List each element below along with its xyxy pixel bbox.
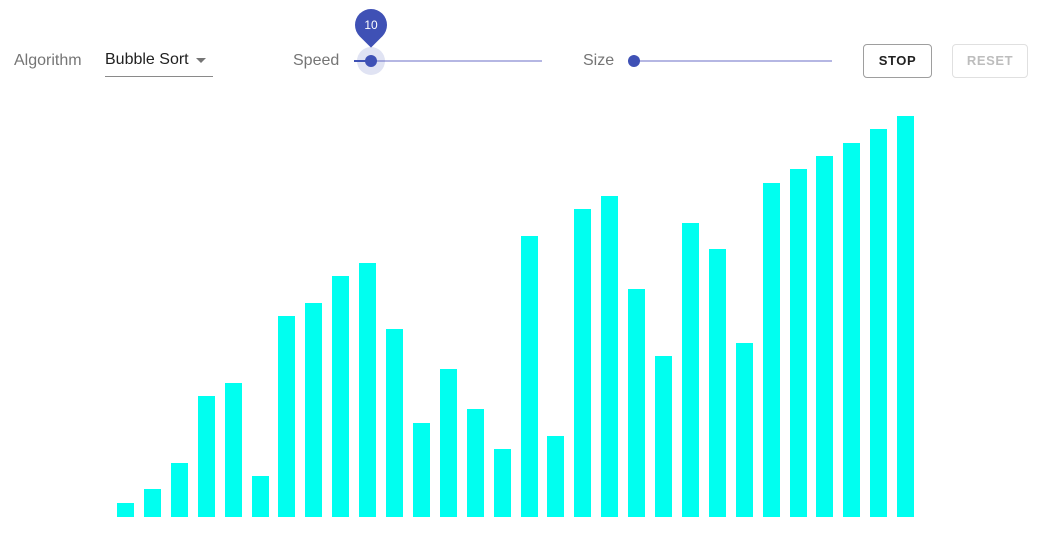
bar-19 — [601, 196, 618, 517]
algorithm-select-value: Bubble Sort — [105, 51, 189, 68]
bar-26 — [790, 169, 807, 517]
bar-13 — [440, 369, 457, 517]
speed-value-text: 10 — [364, 18, 378, 32]
bar-28 — [843, 143, 860, 517]
bar-1 — [117, 503, 134, 517]
reset-button: RESET — [952, 44, 1028, 78]
algorithm-label: Algorithm — [14, 52, 82, 69]
bar-15 — [494, 449, 511, 517]
bar-18 — [574, 209, 591, 517]
dropdown-arrow-icon — [196, 58, 206, 63]
size-slider-rail — [634, 60, 832, 62]
bar-25 — [763, 183, 780, 517]
speed-slider-rail — [354, 60, 542, 62]
bar-7 — [278, 316, 295, 517]
bar-21 — [655, 356, 672, 517]
speed-value-label: 10 — [348, 2, 394, 48]
bar-12 — [413, 423, 430, 517]
bar-10 — [359, 263, 376, 517]
bar-5 — [225, 383, 242, 517]
bar-17 — [547, 436, 564, 517]
toolbar: Algorithm Bubble Sort Speed 10 Size STOP… — [0, 0, 1052, 110]
speed-slider-thumb[interactable] — [365, 55, 377, 67]
bar-3 — [171, 463, 188, 517]
bar-20 — [628, 289, 645, 517]
bar-9 — [332, 276, 349, 517]
bar-4 — [198, 396, 215, 517]
bar-29 — [870, 129, 887, 517]
bar-2 — [144, 489, 161, 517]
speed-slider-track — [354, 60, 371, 62]
size-slider-thumb[interactable] — [628, 55, 640, 67]
speed-slider[interactable]: 10 — [348, 2, 542, 75]
bar-23 — [709, 249, 726, 517]
bar-30 — [897, 116, 914, 517]
bar-8 — [305, 303, 322, 517]
bar-24 — [736, 343, 753, 517]
size-label: Size — [583, 52, 615, 69]
bar-22 — [682, 223, 699, 517]
bar-16 — [521, 236, 538, 517]
bar-6 — [252, 476, 269, 517]
bar-14 — [467, 409, 484, 517]
bar-11 — [386, 329, 403, 517]
bar-27 — [816, 156, 833, 517]
size-slider[interactable] — [628, 51, 832, 71]
stop-button[interactable]: STOP — [863, 44, 932, 78]
speed-label: Speed — [293, 52, 340, 69]
algorithm-select[interactable]: Bubble Sort — [105, 48, 213, 77]
